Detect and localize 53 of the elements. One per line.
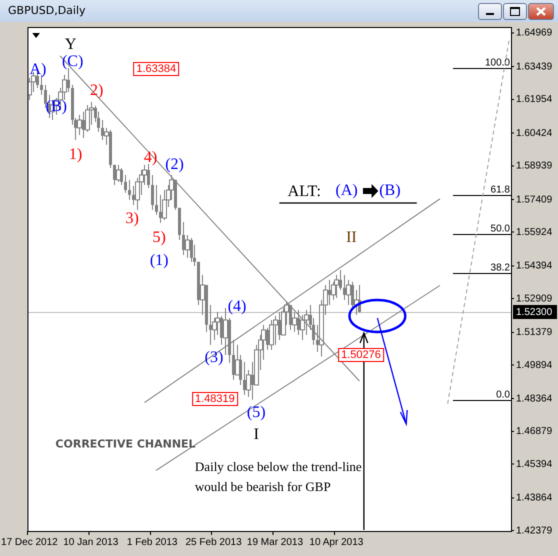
annotation: 61.8 — [490, 184, 510, 196]
y-tick-label: 1.58939 — [516, 160, 553, 172]
annotation: 0.0 — [496, 389, 510, 400]
y-tick-label: 1.43864 — [516, 492, 553, 504]
annotation: (C) — [62, 53, 84, 71]
annotation: 5) — [152, 229, 166, 247]
x-tick-label: 17 Dec 2012 — [1, 536, 58, 548]
annotation: (A) — [336, 182, 358, 200]
annotation: Daily close below the trend-line would be bearish for GBP — [194, 458, 363, 496]
annotation: (B) — [379, 182, 401, 200]
annotation: (1) — [150, 252, 168, 270]
annotation: (B) — [46, 98, 67, 116]
annotation: (3) — [204, 349, 224, 367]
annotation: 1) — [68, 146, 82, 164]
y-tick-label: 1.46879 — [516, 426, 553, 438]
annotation: 3) — [126, 210, 139, 228]
annotation: CORRECTIVE CHANNEL — [55, 438, 196, 450]
y-tick-label: 1.64969 — [516, 28, 553, 39]
y-tick-label: 1.52909 — [516, 293, 553, 304]
annotation: (4) — [228, 298, 246, 316]
annotation: 38.2 — [490, 262, 510, 274]
y-tick-label: 1.63439 — [516, 61, 553, 72]
x-tick-label: 19 Mar 2013 — [246, 536, 304, 548]
annotation: I — [254, 426, 259, 444]
ref-line-label: 1.52300 — [516, 306, 553, 318]
x-tick-label: 25 Feb 2013 — [185, 536, 242, 548]
y-tick-label: 1.57409 — [516, 194, 553, 206]
y-tick-label: 1.54394 — [516, 260, 553, 272]
annotation: 100.0 — [484, 57, 510, 68]
annotation: (5) — [246, 404, 266, 422]
y-tick-label: 1.45394 — [516, 458, 553, 470]
annotation: 2) — [90, 82, 104, 100]
annotation: Y — [64, 36, 76, 54]
chart-title: GBPUSD,Daily — [8, 4, 86, 17]
y-tick-label: 1.61954 — [516, 94, 553, 106]
annotation: II — [346, 229, 357, 247]
y-tick-label: 1.49894 — [516, 360, 553, 371]
x-tick-label: 10 Apr 2013 — [309, 536, 364, 548]
y-tick-label: 1.51379 — [516, 327, 553, 338]
x-tick-label: 10 Jan 2013 — [63, 536, 119, 548]
annotation: 4) — [144, 149, 158, 167]
annotation: 1.50276 — [338, 348, 384, 362]
annotation: 1.63384 — [133, 62, 180, 76]
x-tick-label: 1 Feb 2013 — [126, 536, 178, 548]
annotation: ALT: — [288, 183, 321, 201]
annotation: A) — [29, 61, 46, 79]
y-tick-label: 1.42379 — [516, 525, 553, 536]
annotation: 1.48319 — [192, 392, 238, 406]
y-tick-label: 1.48364 — [516, 393, 553, 404]
y-tick-label: 1.55924 — [516, 226, 553, 238]
annotation: (2) — [165, 156, 184, 174]
y-tick-label: 1.60424 — [516, 128, 553, 139]
annotation: 50.0 — [490, 223, 510, 234]
